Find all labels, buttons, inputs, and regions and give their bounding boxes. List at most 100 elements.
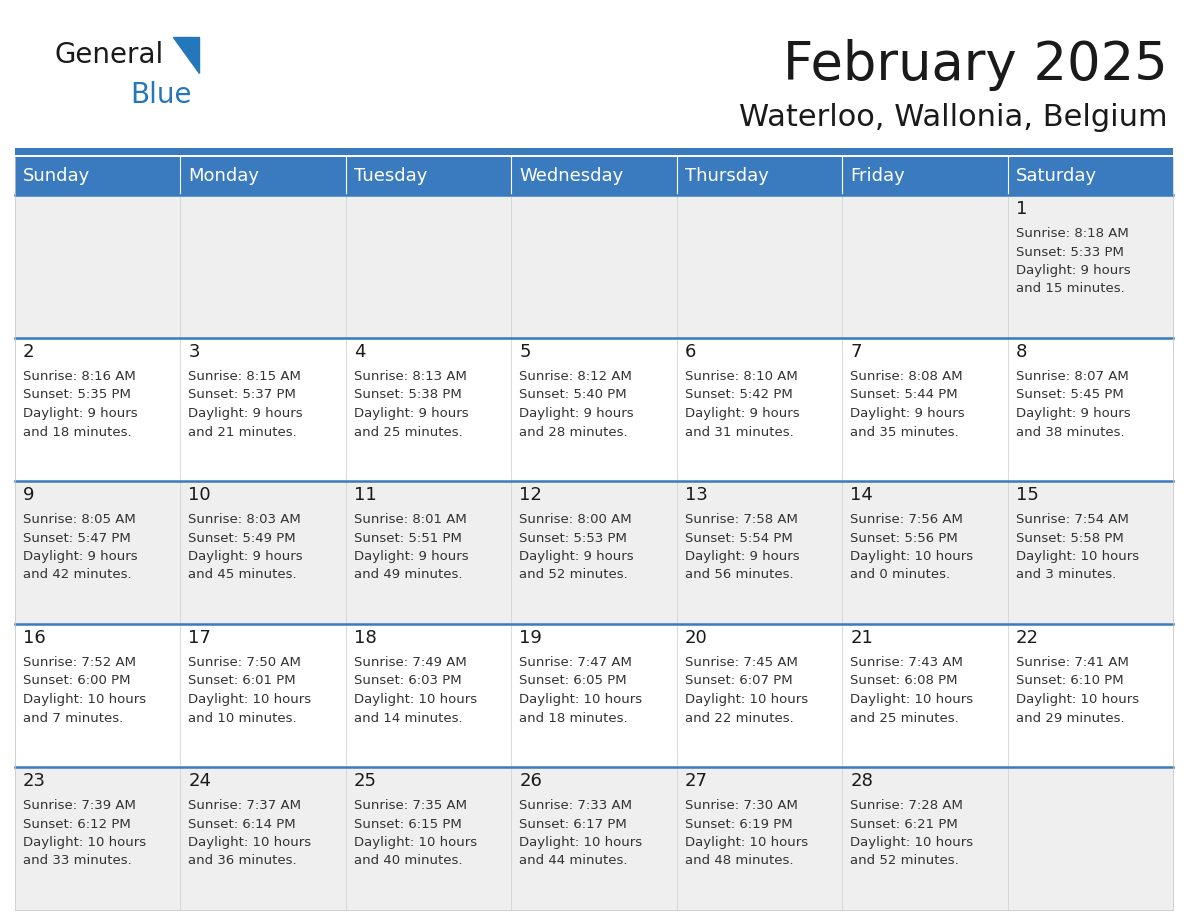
Bar: [677, 767, 842, 910]
Text: 17: 17: [189, 629, 211, 647]
Text: 18: 18: [354, 629, 377, 647]
Bar: [1007, 157, 1173, 195]
Bar: [1007, 767, 1173, 910]
Text: Sunday: Sunday: [23, 167, 90, 185]
Polygon shape: [173, 37, 200, 73]
Bar: [511, 624, 677, 767]
Text: 12: 12: [519, 486, 542, 504]
Text: Sunrise: 7:50 AM
Sunset: 6:01 PM
Daylight: 10 hours
and 10 minutes.: Sunrise: 7:50 AM Sunset: 6:01 PM Dayligh…: [189, 656, 311, 724]
Text: Sunrise: 7:52 AM
Sunset: 6:00 PM
Daylight: 10 hours
and 7 minutes.: Sunrise: 7:52 AM Sunset: 6:00 PM Dayligh…: [23, 656, 146, 724]
Bar: [842, 195, 1007, 338]
Text: 15: 15: [1016, 486, 1038, 504]
Text: 4: 4: [354, 343, 366, 361]
Bar: [181, 481, 346, 624]
Text: 2: 2: [23, 343, 34, 361]
Bar: [511, 195, 677, 338]
Bar: [677, 157, 842, 195]
Text: 22: 22: [1016, 629, 1038, 647]
Bar: [15, 157, 181, 195]
Text: 9: 9: [23, 486, 34, 504]
Text: Sunrise: 8:05 AM
Sunset: 5:47 PM
Daylight: 9 hours
and 42 minutes.: Sunrise: 8:05 AM Sunset: 5:47 PM Dayligh…: [23, 513, 138, 581]
Text: 24: 24: [189, 772, 211, 790]
Text: Blue: Blue: [129, 81, 191, 109]
Bar: [346, 481, 511, 624]
Text: 19: 19: [519, 629, 542, 647]
Text: Sunrise: 7:58 AM
Sunset: 5:54 PM
Daylight: 9 hours
and 56 minutes.: Sunrise: 7:58 AM Sunset: 5:54 PM Dayligh…: [684, 513, 800, 581]
Bar: [15, 338, 181, 481]
Text: Friday: Friday: [851, 167, 905, 185]
Text: 3: 3: [189, 343, 200, 361]
Text: Sunrise: 8:07 AM
Sunset: 5:45 PM
Daylight: 9 hours
and 38 minutes.: Sunrise: 8:07 AM Sunset: 5:45 PM Dayligh…: [1016, 370, 1130, 439]
Bar: [842, 767, 1007, 910]
Text: 28: 28: [851, 772, 873, 790]
Bar: [15, 624, 181, 767]
Bar: [346, 157, 511, 195]
Text: Sunrise: 7:43 AM
Sunset: 6:08 PM
Daylight: 10 hours
and 25 minutes.: Sunrise: 7:43 AM Sunset: 6:08 PM Dayligh…: [851, 656, 973, 724]
Bar: [15, 767, 181, 910]
Text: Waterloo, Wallonia, Belgium: Waterloo, Wallonia, Belgium: [739, 104, 1168, 132]
Bar: [677, 624, 842, 767]
Text: 5: 5: [519, 343, 531, 361]
Text: Wednesday: Wednesday: [519, 167, 624, 185]
Text: Sunrise: 8:10 AM
Sunset: 5:42 PM
Daylight: 9 hours
and 31 minutes.: Sunrise: 8:10 AM Sunset: 5:42 PM Dayligh…: [684, 370, 800, 439]
Bar: [1007, 481, 1173, 624]
Text: 13: 13: [684, 486, 708, 504]
Bar: [1007, 195, 1173, 338]
Bar: [511, 481, 677, 624]
Text: 11: 11: [354, 486, 377, 504]
Text: Sunrise: 7:30 AM
Sunset: 6:19 PM
Daylight: 10 hours
and 48 minutes.: Sunrise: 7:30 AM Sunset: 6:19 PM Dayligh…: [684, 799, 808, 868]
Text: February 2025: February 2025: [783, 39, 1168, 91]
Text: Sunrise: 7:56 AM
Sunset: 5:56 PM
Daylight: 10 hours
and 0 minutes.: Sunrise: 7:56 AM Sunset: 5:56 PM Dayligh…: [851, 513, 973, 581]
Text: Sunrise: 8:08 AM
Sunset: 5:44 PM
Daylight: 9 hours
and 35 minutes.: Sunrise: 8:08 AM Sunset: 5:44 PM Dayligh…: [851, 370, 965, 439]
Text: Tuesday: Tuesday: [354, 167, 428, 185]
Text: Thursday: Thursday: [684, 167, 769, 185]
Bar: [346, 767, 511, 910]
Text: Sunrise: 7:47 AM
Sunset: 6:05 PM
Daylight: 10 hours
and 18 minutes.: Sunrise: 7:47 AM Sunset: 6:05 PM Dayligh…: [519, 656, 643, 724]
Bar: [677, 481, 842, 624]
Bar: [677, 195, 842, 338]
Text: Sunrise: 8:13 AM
Sunset: 5:38 PM
Daylight: 9 hours
and 25 minutes.: Sunrise: 8:13 AM Sunset: 5:38 PM Dayligh…: [354, 370, 468, 439]
Text: Sunrise: 7:33 AM
Sunset: 6:17 PM
Daylight: 10 hours
and 44 minutes.: Sunrise: 7:33 AM Sunset: 6:17 PM Dayligh…: [519, 799, 643, 868]
Bar: [842, 481, 1007, 624]
Bar: [181, 338, 346, 481]
Bar: [346, 624, 511, 767]
Text: Sunrise: 7:54 AM
Sunset: 5:58 PM
Daylight: 10 hours
and 3 minutes.: Sunrise: 7:54 AM Sunset: 5:58 PM Dayligh…: [1016, 513, 1138, 581]
Text: 27: 27: [684, 772, 708, 790]
Bar: [346, 195, 511, 338]
Text: Sunrise: 7:28 AM
Sunset: 6:21 PM
Daylight: 10 hours
and 52 minutes.: Sunrise: 7:28 AM Sunset: 6:21 PM Dayligh…: [851, 799, 973, 868]
Bar: [15, 195, 181, 338]
Text: Sunrise: 8:15 AM
Sunset: 5:37 PM
Daylight: 9 hours
and 21 minutes.: Sunrise: 8:15 AM Sunset: 5:37 PM Dayligh…: [189, 370, 303, 439]
Text: 26: 26: [519, 772, 542, 790]
Text: Sunrise: 8:16 AM
Sunset: 5:35 PM
Daylight: 9 hours
and 18 minutes.: Sunrise: 8:16 AM Sunset: 5:35 PM Dayligh…: [23, 370, 138, 439]
Text: Sunrise: 8:00 AM
Sunset: 5:53 PM
Daylight: 9 hours
and 52 minutes.: Sunrise: 8:00 AM Sunset: 5:53 PM Dayligh…: [519, 513, 634, 581]
Text: 1: 1: [1016, 200, 1026, 218]
Text: Saturday: Saturday: [1016, 167, 1097, 185]
Bar: [181, 157, 346, 195]
Bar: [15, 148, 1173, 155]
Text: 21: 21: [851, 629, 873, 647]
Text: Sunrise: 7:35 AM
Sunset: 6:15 PM
Daylight: 10 hours
and 40 minutes.: Sunrise: 7:35 AM Sunset: 6:15 PM Dayligh…: [354, 799, 478, 868]
Text: Sunrise: 7:45 AM
Sunset: 6:07 PM
Daylight: 10 hours
and 22 minutes.: Sunrise: 7:45 AM Sunset: 6:07 PM Dayligh…: [684, 656, 808, 724]
Text: General: General: [55, 41, 164, 69]
Text: 20: 20: [684, 629, 708, 647]
Text: 7: 7: [851, 343, 861, 361]
Text: Sunrise: 8:18 AM
Sunset: 5:33 PM
Daylight: 9 hours
and 15 minutes.: Sunrise: 8:18 AM Sunset: 5:33 PM Dayligh…: [1016, 227, 1130, 296]
Bar: [511, 767, 677, 910]
Text: 10: 10: [189, 486, 211, 504]
Text: Sunrise: 7:37 AM
Sunset: 6:14 PM
Daylight: 10 hours
and 36 minutes.: Sunrise: 7:37 AM Sunset: 6:14 PM Dayligh…: [189, 799, 311, 868]
Bar: [842, 157, 1007, 195]
Bar: [181, 195, 346, 338]
Text: 25: 25: [354, 772, 377, 790]
Bar: [1007, 338, 1173, 481]
Text: 8: 8: [1016, 343, 1026, 361]
Text: 16: 16: [23, 629, 46, 647]
Bar: [842, 624, 1007, 767]
Text: Sunrise: 8:12 AM
Sunset: 5:40 PM
Daylight: 9 hours
and 28 minutes.: Sunrise: 8:12 AM Sunset: 5:40 PM Dayligh…: [519, 370, 634, 439]
Text: Monday: Monday: [189, 167, 259, 185]
Bar: [842, 338, 1007, 481]
Bar: [511, 338, 677, 481]
Bar: [511, 157, 677, 195]
Text: Sunrise: 7:41 AM
Sunset: 6:10 PM
Daylight: 10 hours
and 29 minutes.: Sunrise: 7:41 AM Sunset: 6:10 PM Dayligh…: [1016, 656, 1138, 724]
Bar: [677, 338, 842, 481]
Bar: [346, 338, 511, 481]
